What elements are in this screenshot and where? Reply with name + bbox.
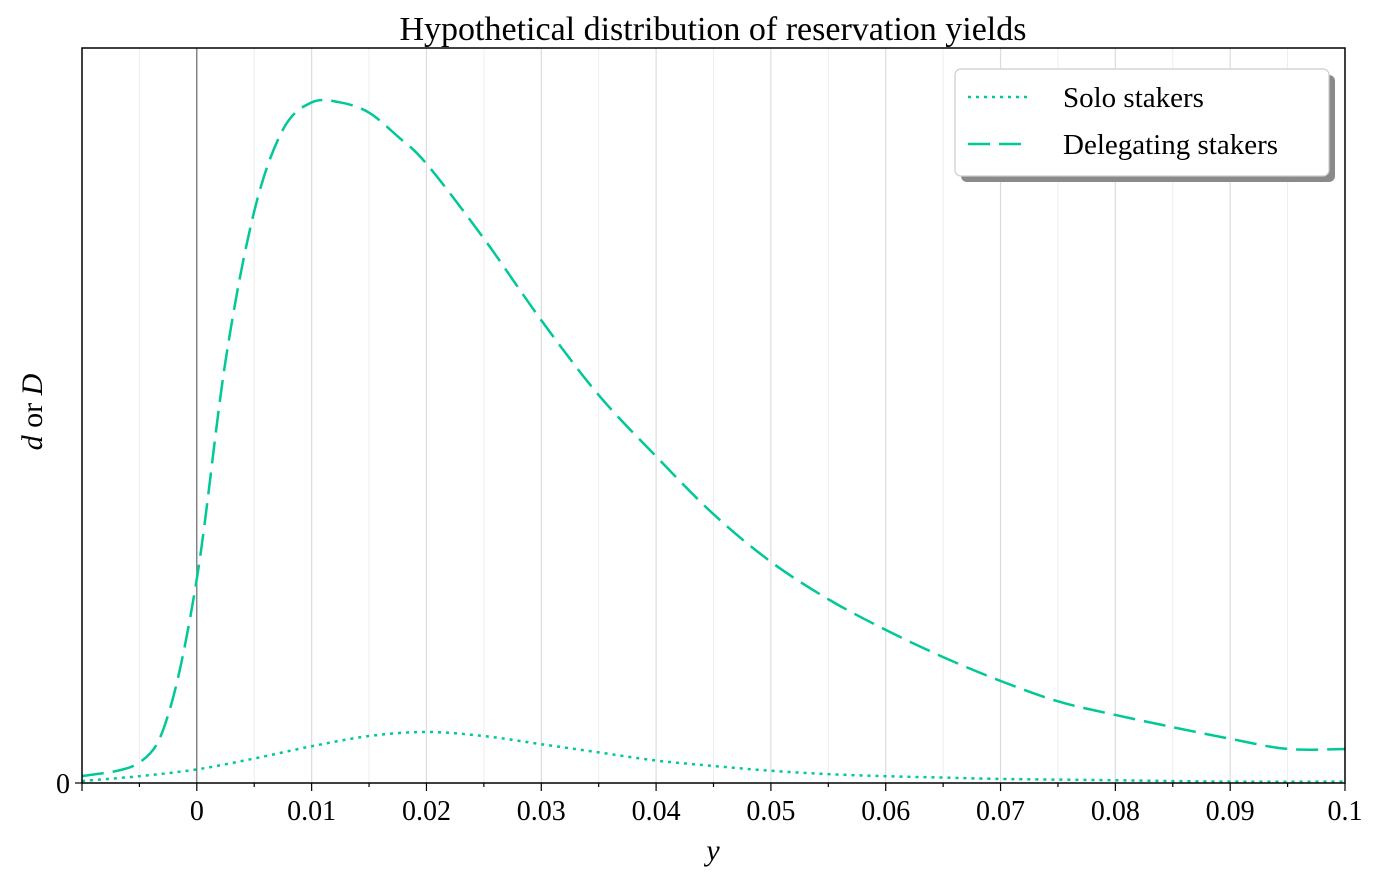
x-tick-label: 0.04 — [632, 796, 681, 827]
legend: Solo stakers Delegating stakers — [954, 68, 1335, 182]
y-tick-label: 0 — [56, 769, 70, 800]
x-axis-label: y — [703, 834, 720, 867]
grid — [138, 48, 1289, 783]
legend-box — [954, 68, 1330, 177]
legend-label-solo: Solo stakers — [1063, 82, 1204, 114]
y-axis-label-or: or — [16, 395, 49, 435]
series-layer — [81, 98, 1346, 783]
x-tick-label: 0.06 — [861, 796, 910, 827]
x-tick-label: 0.08 — [1091, 796, 1140, 827]
x-tick-label: 0 — [190, 796, 204, 827]
chart-title: Hypothetical distribution of reservation… — [400, 11, 1027, 48]
x-tick-label: 0.07 — [976, 796, 1025, 827]
x-tick-label: 0.05 — [746, 796, 795, 827]
legend-label-delegating: Delegating stakers — [1063, 129, 1278, 161]
series-line-delegating-stakers — [81, 98, 1346, 778]
y-axis-label-D: D — [16, 373, 49, 396]
x-tick-label: 0.1 — [1328, 796, 1363, 827]
x-ticks: 0 0.01 0.02 0.03 0.04 0.05 0.06 0.07 0.08 0.09 0.1 — [81, 783, 1363, 827]
y-axis-label-d: d — [16, 434, 49, 450]
x-tick-label: 0.01 — [287, 796, 336, 827]
x-tick-label: 0.03 — [517, 796, 566, 827]
y-ticks: 0 — [56, 769, 82, 800]
x-tick-label: 0.09 — [1206, 796, 1255, 827]
x-tick-label: 0.02 — [402, 796, 451, 827]
y-axis-label: d or D — [16, 373, 49, 450]
